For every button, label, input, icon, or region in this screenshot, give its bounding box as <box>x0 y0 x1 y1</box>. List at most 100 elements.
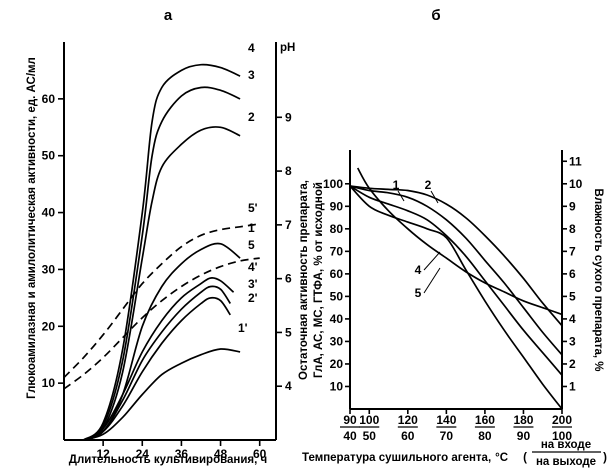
panel-b-x-tick-label-bottom: 50 <box>363 429 377 443</box>
panel-b-right-tick-label: 6 <box>569 267 576 281</box>
panel-b-x-tick-label-bottom: 40 <box>343 429 357 443</box>
panel-b-left-tick-label: 70 <box>330 244 344 258</box>
panel-a-x-tick-label: 60 <box>253 447 267 461</box>
panel-b-left-axis-title-line1: Остаточная активность препарата, <box>298 180 310 380</box>
panel-b-series-label-5: 5 <box>415 286 422 300</box>
panel-b-series-label-2: 2 <box>425 178 432 192</box>
panel-b-right-tick-label: 1 <box>569 379 576 393</box>
panel-a-series-label-2-prime: 2' <box>248 291 258 305</box>
panel-a-right-ticks: 4 5 6 7 8 9 <box>276 110 292 393</box>
panel-b-left-tick-label: 50 <box>330 289 344 303</box>
panel-b-left-tick-label: 40 <box>330 312 344 326</box>
panel-b-x-tick-label-bottom: 70 <box>440 429 454 443</box>
panel-b-right-tick-label: 4 <box>569 312 576 326</box>
panel-a-right-tick-label: 6 <box>285 272 292 286</box>
panel-a-series-label-4: 4 <box>248 41 255 55</box>
panel-b-x-tick-label-top: 120 <box>398 413 418 427</box>
panel-a-left-axis-title: Глюкоамилазная и амилолитическая активно… <box>26 57 38 399</box>
panel-b-x-tick-label-bottom: 90 <box>517 429 531 443</box>
panel-a-x-tick-label: 12 <box>96 447 110 461</box>
panel-a-series-1-prime <box>83 348 241 441</box>
panel-a-curve-labels: 1 2 3 4 1' 2'3' 4' 5 5' <box>238 41 258 335</box>
panel-a-series-label-5: 5 <box>248 238 255 252</box>
panel-b-right-tick-label: 2 <box>569 357 576 371</box>
panel-a-series-label-2: 2 <box>248 110 255 124</box>
panel-a-right-tick-label: 4 <box>285 379 292 393</box>
panel-b-label-leader <box>397 190 405 202</box>
panel-b-x-tick-label-top: 140 <box>436 413 456 427</box>
panel-b-left-tick-label: 100 <box>323 177 343 191</box>
panel-a-series-4-prime <box>83 277 235 441</box>
panel-b-right-tick-label: 11 <box>569 154 582 168</box>
panel-b-left-ticks: 10 20 30 40 50 60 70 80 90 100 <box>323 177 350 393</box>
panel-b-label-leader <box>430 190 439 204</box>
panel-b-x-tick-label-top: 180 <box>513 413 533 427</box>
panel-b-curve-labels: 1 2 4 5 <box>393 178 441 300</box>
panel-b-series-label-1: 1 <box>393 178 400 192</box>
panel-b-series-2 <box>349 185 563 327</box>
panel-b-x-tick-label-bottom: 100 <box>552 429 572 443</box>
panel-a-series-label-1-prime: 1' <box>238 321 248 335</box>
panel-b-right-tick-label: 10 <box>569 177 583 191</box>
panel-b-label-leader <box>423 251 441 271</box>
panel-b-left-axis-title-line2: ГлА, АС, МС, ГТФА, % от исходной <box>313 182 325 378</box>
panel-a-left-tick-label: 20 <box>42 319 56 333</box>
panel-a-left-tick-label: 30 <box>42 262 56 276</box>
panel-a-left-tick-label: 40 <box>42 206 56 220</box>
panel-b-x-tick-label-top: 90 <box>343 413 357 427</box>
panel-a-x-ticks: 12 24 36 48 60 <box>96 440 267 461</box>
panel-b-x-fraction-bottom: на выходе <box>536 456 596 468</box>
panel-a-left-tick-label: 10 <box>42 376 56 390</box>
panel-a-series-label-3-prime: 3' <box>248 277 258 291</box>
panel-b-left-tick-label: 30 <box>330 334 344 348</box>
panel-b-series-4 <box>349 185 563 376</box>
panel-a-series-label-4-prime: 4' <box>248 260 258 274</box>
panel-b-series-label-4: 4 <box>415 263 422 277</box>
panel-a-x-tick-label: 24 <box>136 447 150 461</box>
panel-b-right-tick-label: 9 <box>569 199 576 213</box>
panel-a-right-tick-label: 9 <box>285 110 292 124</box>
panel-a-label: а <box>164 7 173 24</box>
panel-a-series-label-1: 1 <box>248 221 255 235</box>
panel-b-right-ticks: 1 2 3 4 5 6 7 8 9 10 11 <box>562 154 583 393</box>
panel-a-series-4 <box>83 63 241 441</box>
panel-a-left-ticks: 10 20 30 40 50 60 <box>42 92 64 390</box>
panel-a-right-tick-label: 7 <box>285 218 292 232</box>
panel-a-curves <box>63 63 260 441</box>
panel-a-series-3-prime <box>83 285 232 441</box>
panel-a-right-tick-label: 5 <box>285 325 292 339</box>
panel-b-right-tick-label: 8 <box>569 222 576 236</box>
panel-a-right-tick-label: 8 <box>285 164 292 178</box>
panel-b-label: б <box>431 7 440 24</box>
panel-a-left-tick-label: 60 <box>42 92 56 106</box>
panel-b-left-tick-label: 60 <box>330 267 344 281</box>
panel-b-x-tick-label-top: 160 <box>475 413 495 427</box>
panel-b-right-tick-label: 7 <box>569 244 576 258</box>
panel-b-left-tick-label: 80 <box>330 222 344 236</box>
panel-b-x-tick-label-top: 200 <box>552 413 572 427</box>
panel-b-right-axis-title: Влажность сухого препарата, % <box>592 189 604 372</box>
panel-b-x-fraction-bracket-close: ) <box>603 452 607 464</box>
panel-b-right-tick-label: 5 <box>569 289 576 303</box>
panel-b-x-tick-label-bottom: 80 <box>478 429 492 443</box>
panel-a-right-axis-title: pH <box>280 42 295 54</box>
panel-a-series-label-3: 3 <box>248 68 255 82</box>
panel-b-x-axis-title: Температура сушильного агента, °C <box>302 452 508 464</box>
panel-b-left-tick-label: 90 <box>330 199 344 213</box>
panel-a-series-5-prime <box>63 223 260 379</box>
panel-a-x-tick-label: 48 <box>214 447 228 461</box>
panel-a-left-tick-label: 50 <box>42 149 56 163</box>
panel-b-curves <box>349 167 563 410</box>
panel-a-series-3 <box>83 86 241 441</box>
panel-b-label-leader <box>423 267 441 294</box>
panel-b-x-fraction-bracket: ( <box>523 452 527 464</box>
panel-a-series-5 <box>63 257 260 390</box>
panel-b-left-tick-label: 20 <box>330 357 344 371</box>
panel-b-left-tick-label: 10 <box>330 379 344 393</box>
panel-a-series-2 <box>83 126 241 441</box>
panel-a-x-tick-label: 36 <box>175 447 189 461</box>
